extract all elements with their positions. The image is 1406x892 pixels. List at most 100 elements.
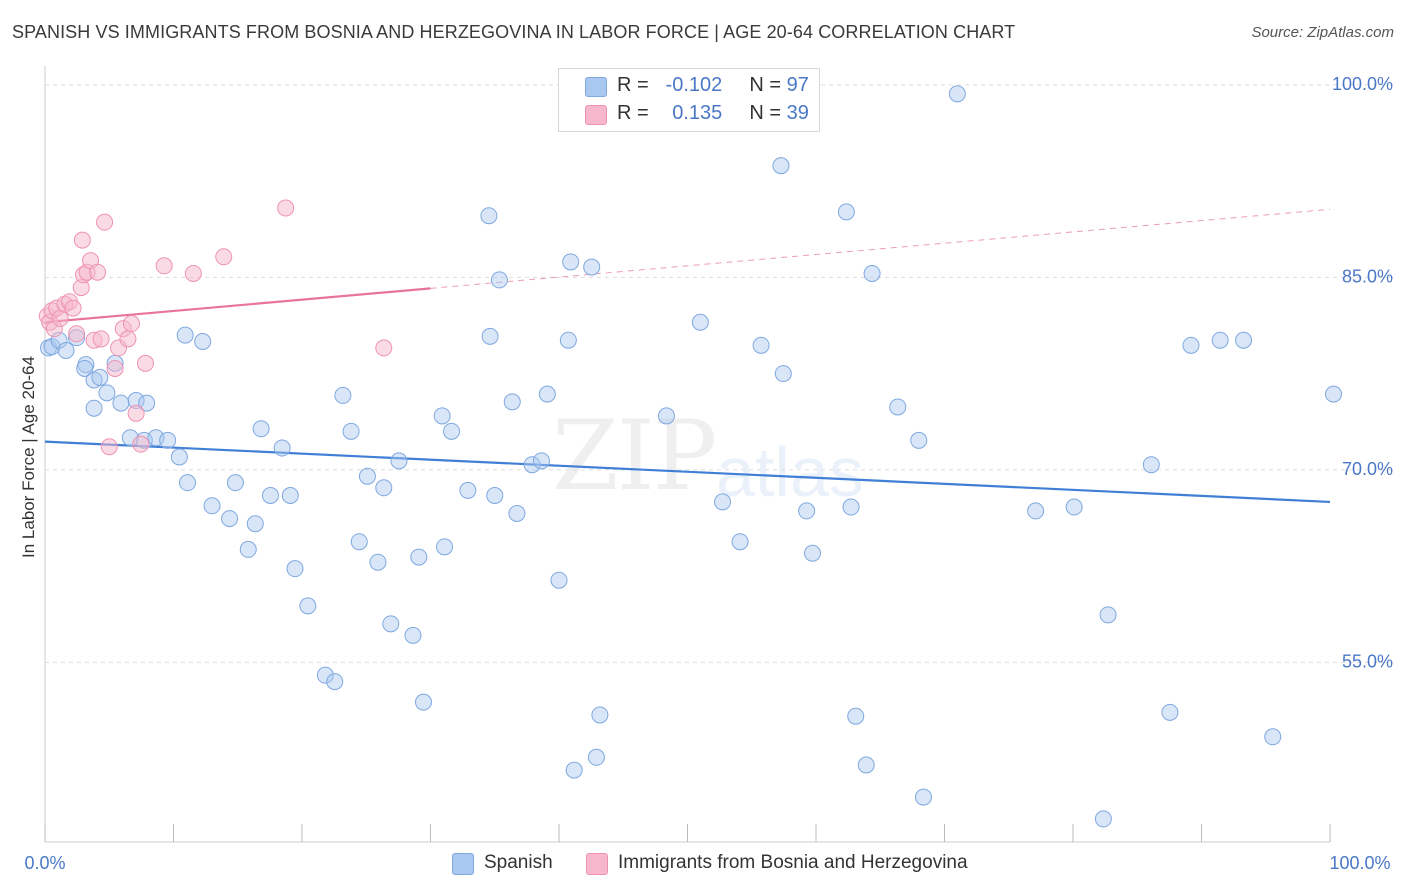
r-label: R = [617,102,649,124]
spanish-point [1325,385,1343,403]
bosnia-point [68,325,86,343]
spanish-point [559,331,577,349]
spanish-point [1264,728,1282,746]
spanish-point [179,474,197,492]
spanish-point [390,452,408,470]
bosnia-point [184,264,202,282]
n-value: 97 [786,74,809,96]
x-tick-label: 0.0% [24,853,65,873]
spanish-point [246,515,264,533]
y-tick-label: 100.0% [1332,74,1393,94]
bosnia-point [119,330,137,348]
chart-title: SPANISH VS IMMIGRANTS FROM BOSNIA AND HE… [12,22,1016,42]
spanish-point [480,207,498,225]
y-tick-label: 55.0% [1342,651,1393,671]
spanish-point [252,420,270,438]
spanish-point [342,422,360,440]
spanish-point [57,341,75,359]
spanish-point [239,540,257,558]
bosnia-point [73,231,91,249]
spanish-point [350,533,368,551]
bosnia-point [51,309,69,327]
spanish-point [281,487,299,504]
spanish-point [226,474,244,492]
bosnia-legend-swatch [586,853,608,875]
spanish-point [583,258,601,276]
spanish-point [1027,502,1045,520]
spanish-point [443,422,461,440]
spanish-point [490,271,508,289]
spanish-point [194,333,212,350]
spanish-point [538,385,556,403]
bosnia-swatch [585,105,607,125]
watermark-zip: ZIP [552,400,717,512]
spanish-point [752,336,770,354]
data-points [38,85,1343,828]
r-value: 0.135 [672,102,723,124]
r-label: R = [617,74,649,96]
n-value: 39 [786,102,809,124]
spanish-swatch [585,77,607,97]
spanish-point [326,673,344,691]
gridlines [45,84,1395,663]
stats-legend: R = -0.102 N = 97 R = 0.135 N = 39 [558,68,820,132]
bosnia-legend-label: Immigrants from Bosnia and Herzegovina [618,852,968,873]
spanish-point [889,398,907,416]
spanish-trend-line [44,440,1331,504]
spanish-legend-label: Spanish [484,852,553,873]
trend-lines [44,208,1331,504]
spanish-point [863,264,881,282]
y-axis-label: In Labor Force | Age 20-64 [19,356,38,558]
spanish-point [486,487,504,504]
spanish-point [176,326,194,344]
spanish-point [436,538,454,556]
spanish-point [842,498,860,516]
n-label: N = [749,74,782,96]
bosnia-trend-line-extension [430,208,1331,289]
spanish-point [334,386,352,404]
spanish-point [798,502,816,520]
spanish-point [691,313,709,331]
spanish-point [375,479,393,497]
spanish-point [221,510,239,528]
spanish-point [857,756,875,774]
bosnia-point [89,263,107,281]
spanish-point [565,761,583,779]
spanish-point [1142,456,1160,474]
spanish-point [837,203,855,221]
spanish-point [138,394,156,412]
spanish-point [910,431,928,449]
spanish-point [657,407,675,425]
spanish-point [98,384,116,402]
spanish-point [299,597,317,615]
spanish-point [847,707,865,725]
source-credit: Source: ZipAtlas.com [1251,24,1394,41]
spanish-point [1182,336,1200,354]
spanish-point [159,431,177,449]
spanish-point [1211,331,1229,349]
bosnia-point [100,438,118,456]
spanish-legend-swatch [452,853,474,875]
bosnia-trend-line [44,287,431,324]
spanish-point [1065,498,1083,516]
spanish-point [562,253,580,271]
spanish-point [459,481,477,499]
axis-labels: 55.0% 70.0% 85.0% 100.0% 0.0% 100.0% In Labor … [19,74,1393,873]
spanish-point [91,368,109,386]
bosnia-point [92,330,110,348]
spanish-point [503,393,521,411]
spanish-point [481,327,499,345]
spanish-point [914,788,932,806]
spanish-point [1094,810,1112,828]
bosnia-point [375,339,393,357]
n-label: N = [749,102,782,124]
bosnia-point [96,213,114,231]
watermark-atlas: atlas [716,433,864,511]
spanish-point [414,693,432,711]
spanish-point [731,533,749,551]
spanish-point [433,407,451,425]
spanish-point [1099,606,1117,624]
x-tick-label: 100.0% [1329,853,1390,873]
spanish-point [43,338,61,356]
spanish-point [76,359,94,377]
